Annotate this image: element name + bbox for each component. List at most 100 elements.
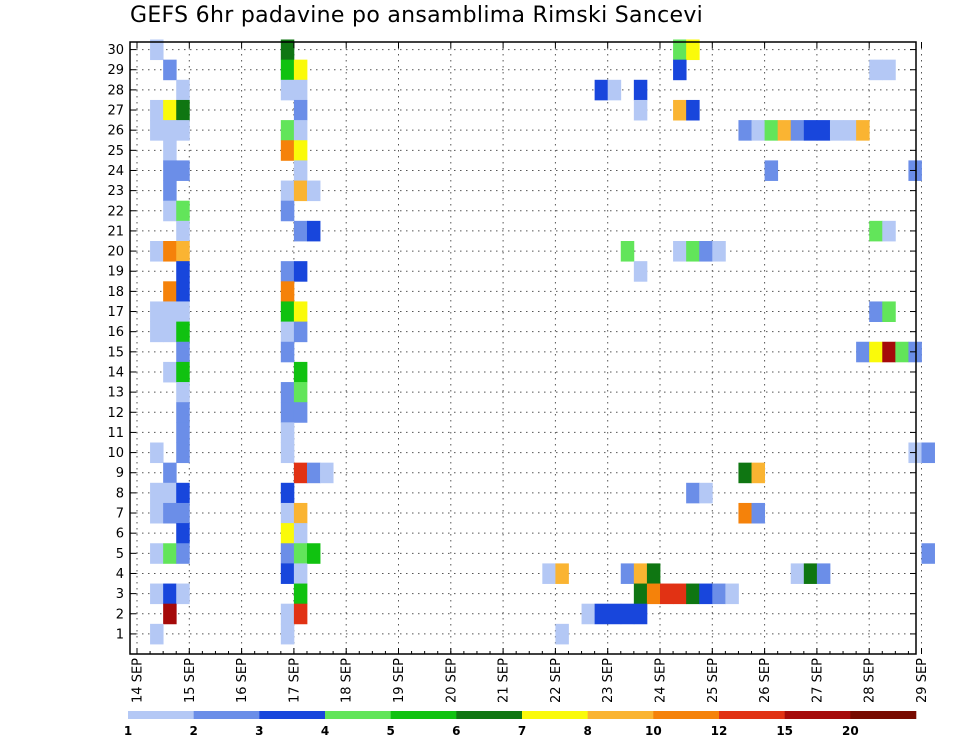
colorbar-segment	[587, 711, 654, 719]
y-tick-label: 20	[107, 245, 124, 260]
heatmap-cell	[673, 241, 687, 262]
colorbar-segment	[784, 711, 851, 719]
heatmap-cell	[176, 382, 190, 403]
heatmap-cell	[150, 482, 164, 504]
heatmap-cell	[150, 442, 164, 464]
heatmap-cell	[280, 523, 295, 544]
heatmap-cell	[542, 563, 556, 584]
y-tick-label: 18	[107, 285, 124, 300]
y-tick-label: 22	[107, 204, 124, 219]
heatmap-cell	[150, 120, 164, 141]
heatmap-cell	[150, 623, 164, 645]
heatmap-cell	[293, 563, 308, 584]
heatmap-cell	[646, 563, 661, 584]
heatmap-cell	[673, 583, 687, 605]
y-tick-label: 17	[107, 305, 124, 320]
heatmap-cell	[790, 120, 805, 141]
heatmap-cell	[293, 361, 308, 383]
heatmap-cell	[633, 79, 648, 101]
colorbar-segment	[390, 711, 457, 719]
heatmap-cell	[163, 120, 177, 141]
heatmap-cell	[673, 39, 687, 61]
chart-title: GEFS 6hr padavine po ansamblima Rimski S…	[130, 3, 704, 28]
y-tick-label: 9	[116, 466, 124, 481]
heatmap-cell	[607, 79, 622, 101]
heatmap-cell	[163, 543, 177, 564]
heatmap-cell	[293, 543, 308, 564]
x-tick-label: 20 SEP	[444, 658, 459, 703]
heatmap-cell	[921, 543, 935, 564]
colorbar-segment	[193, 711, 260, 719]
heatmap-cell	[633, 603, 648, 625]
heatmap-cell	[163, 140, 177, 161]
colorbar: 1 2 3 4 5 6 7 8 10 12 15 20	[124, 711, 917, 738]
heatmap-cell	[306, 543, 321, 564]
heatmap-cell	[320, 462, 334, 484]
x-tick-label: 14 SEP	[131, 658, 146, 703]
heatmap-cell	[790, 563, 805, 584]
heatmap-cell	[163, 321, 177, 343]
y-tick-label: 25	[107, 144, 124, 159]
heatmap-cell	[856, 120, 870, 141]
heatmap-cell	[293, 220, 308, 242]
heatmap-cell	[293, 59, 308, 81]
heatmap-cell	[280, 301, 295, 322]
heatmap-cell	[176, 482, 190, 504]
heatmap-cell	[150, 502, 164, 524]
y-tick-label: 14	[107, 365, 124, 380]
y-tick-label: 1	[116, 627, 124, 642]
heatmap-cell	[280, 341, 295, 363]
heatmap-cell	[686, 583, 700, 605]
heatmap-cell	[620, 603, 635, 625]
heatmap-cell	[163, 99, 177, 121]
colorbar-segment	[128, 711, 194, 719]
y-tick-label: 19	[107, 265, 124, 280]
heatmap-cell	[921, 442, 935, 464]
heatmap-cell	[895, 341, 909, 363]
colorbar-segment	[719, 711, 785, 719]
heatmap-cell	[150, 301, 164, 322]
heatmap-cell	[163, 603, 177, 625]
heatmap-cell	[856, 341, 870, 363]
heatmap-cell	[738, 502, 752, 524]
heatmap-cell	[803, 120, 818, 141]
y-tick-label: 30	[107, 43, 124, 58]
y-tick-label: 3	[116, 587, 124, 602]
y-tick-label: 6	[116, 527, 124, 542]
heatmap-cell	[176, 79, 190, 101]
heatmap-cell	[620, 241, 635, 262]
heatmap-cell	[293, 583, 308, 605]
x-tick-label: 17 SEP	[287, 658, 302, 703]
y-tick-label: 7	[116, 507, 124, 522]
heatmap-cell	[280, 482, 295, 504]
heatmap-cell	[176, 99, 190, 121]
y-tick-label: 10	[107, 446, 124, 461]
heatmap-cell	[764, 120, 779, 141]
heatmap-cell	[280, 382, 295, 403]
heatmap-cell	[280, 422, 295, 443]
heatmap-cell	[163, 241, 177, 262]
heatmap-cell	[280, 120, 295, 141]
heatmap-cell	[751, 120, 765, 141]
heatmap-cell	[280, 200, 295, 222]
heatmap-cell	[176, 200, 190, 222]
heatmap-cell	[633, 563, 648, 584]
heatmap-cell	[686, 482, 700, 504]
heatmap-cell	[280, 543, 295, 564]
heatmap-cell	[306, 220, 321, 242]
heatmap-cell	[306, 462, 321, 484]
colorbar-label: 15	[776, 724, 793, 738]
y-tick-label: 15	[107, 345, 124, 360]
heatmap-cell	[176, 402, 190, 423]
heatmap-cell	[163, 361, 177, 383]
colorbar-label: 8	[583, 724, 591, 738]
x-tick-label: 16 SEP	[235, 658, 250, 703]
heatmap-cell	[673, 99, 687, 121]
colorbar-label: 5	[386, 724, 394, 738]
heatmap-cell	[293, 603, 308, 625]
heatmap-cell	[280, 603, 295, 625]
heatmap-cell	[176, 341, 190, 363]
y-tick-label: 23	[107, 184, 124, 199]
heatmap-cell	[816, 120, 831, 141]
heatmap-cell	[163, 200, 177, 222]
